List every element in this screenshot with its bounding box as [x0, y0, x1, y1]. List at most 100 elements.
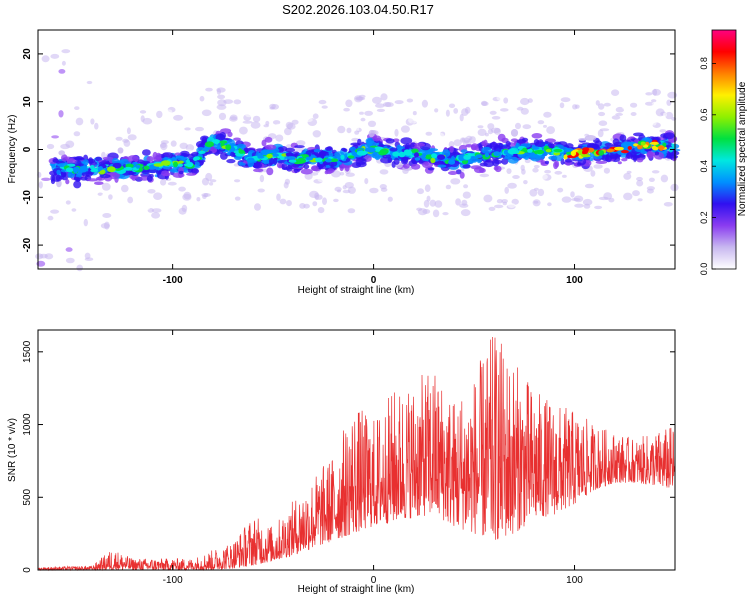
spectrogram-cell	[143, 165, 150, 170]
colorbar-tick-label: 0.0	[699, 263, 709, 276]
spectrogram-cell	[145, 205, 151, 210]
spectrogram-cell	[264, 144, 277, 150]
y-tick-label: 10	[22, 96, 33, 108]
spectrogram-cell	[94, 181, 104, 185]
spectrogram-cell	[462, 164, 471, 169]
spectrogram-cell	[510, 129, 519, 137]
spectrogram-cell	[536, 127, 544, 132]
spectrogram-cell	[477, 125, 484, 129]
spectrogram-cell	[667, 91, 678, 99]
spectrogram-cell	[577, 162, 582, 166]
spectrogram-cell	[500, 108, 509, 112]
spectrogram-cell	[453, 139, 462, 147]
spectrogram-cell	[151, 208, 162, 213]
spectrogram-cell	[662, 118, 670, 123]
spectrogram-cell	[412, 111, 417, 116]
spectrogram-cell	[543, 124, 547, 128]
spectrogram-cell	[234, 179, 241, 183]
spectrogram-cell	[295, 140, 306, 146]
spectrogram-cell	[351, 137, 360, 142]
snr-line	[37, 336, 676, 572]
spectrogram-cell	[239, 126, 248, 135]
spectrogram-cell	[218, 112, 227, 121]
spectrogram-cell	[273, 157, 278, 166]
spectrogram-cell	[630, 112, 637, 116]
spectrogram-cell	[173, 114, 184, 121]
spectrogram-cell	[319, 163, 324, 169]
spectrogram-cell	[544, 169, 551, 174]
spectrogram-cell	[437, 154, 446, 160]
spectrogram-cell	[275, 134, 284, 142]
spectrogram-cell	[202, 147, 209, 152]
spectrogram-cell	[285, 147, 296, 153]
spectrogram-cell	[181, 119, 186, 128]
spectrogram-cell	[86, 178, 99, 182]
spectrogram-cell	[176, 155, 185, 161]
spectrogram-cell	[663, 202, 673, 207]
spectrogram-cell	[127, 155, 139, 164]
spectrogram-cell	[277, 146, 284, 154]
spectrogram-cell	[543, 111, 552, 118]
spectrogram-cell	[95, 156, 102, 162]
spectrogram-cell	[184, 127, 191, 131]
spectrogram-cell	[414, 142, 426, 147]
spectrogram-cell	[341, 147, 347, 152]
spectrogram-cell	[41, 55, 50, 63]
spectrogram-cell	[584, 183, 595, 189]
spectrogram-cell	[276, 193, 281, 201]
spectrogram-cell	[481, 146, 492, 154]
spectrogram-cell	[503, 149, 509, 155]
spectrogram-cell	[354, 130, 360, 135]
spectrogram-cell	[663, 112, 667, 117]
spectrogram-cell	[201, 193, 211, 197]
spectrogram-cell	[537, 188, 545, 197]
spectrogram-cell	[542, 98, 552, 105]
spectrogram-cell	[163, 199, 171, 205]
spectrogram-cell	[538, 173, 548, 180]
spectrogram-cell	[65, 179, 70, 185]
spectrogram-cell	[448, 159, 456, 165]
snr-frame	[37, 329, 676, 571]
spectrogram-cell	[645, 101, 654, 106]
spectrogram-cell	[60, 143, 70, 150]
spectrogram-cell	[533, 150, 541, 154]
spectrogram-cell	[281, 163, 288, 170]
spectrogram-cell	[364, 110, 373, 116]
spectrogram-cell	[285, 152, 294, 157]
spectrogram-cell	[425, 131, 433, 136]
spectrogram-cell	[630, 102, 638, 108]
spectrogram-cell	[199, 95, 205, 102]
spectrogram-cell	[479, 168, 486, 173]
spectrogram-cell	[615, 112, 623, 116]
spectrogram-cell	[548, 183, 554, 191]
y-tick-label: 1000	[22, 413, 33, 436]
spectrogram-cell	[582, 151, 587, 155]
spectrogram-cell	[475, 154, 483, 159]
spectrogram-cell	[506, 119, 514, 126]
spectrogram-cell	[631, 90, 639, 95]
spectrogram-y-ticks: -20 -10 0 10 20	[22, 48, 675, 252]
snr-y-axis-label: SNR (10 * v/v)	[7, 418, 18, 482]
spectrogram-cell	[312, 201, 318, 207]
spectrogram-cell	[461, 108, 469, 116]
spectrogram-cell	[305, 156, 314, 161]
spectrogram-cell	[149, 174, 154, 178]
spectrogram-cell	[139, 176, 150, 181]
spectrogram-cell	[123, 139, 131, 147]
spectrogram-cell	[300, 113, 309, 119]
spectrogram-cells	[35, 49, 681, 272]
spectrogram-cell	[46, 143, 55, 150]
spectrogram-cell	[226, 159, 236, 164]
spectrogram-cell	[522, 124, 532, 130]
spectrogram-cell	[219, 132, 226, 140]
spectrogram-cell	[533, 114, 540, 120]
spectrogram-cell	[564, 158, 573, 163]
spectrogram-cell	[205, 172, 213, 181]
spectrogram-cell	[595, 160, 608, 164]
spectrogram-cell	[429, 199, 436, 207]
spectrogram-cell	[140, 115, 145, 123]
spectrogram-cell	[590, 170, 596, 177]
spectrogram-cell	[101, 151, 106, 159]
spectrogram-cell	[66, 163, 76, 167]
spectrogram-y-axis-label: Frequency (Hz)	[7, 115, 18, 184]
